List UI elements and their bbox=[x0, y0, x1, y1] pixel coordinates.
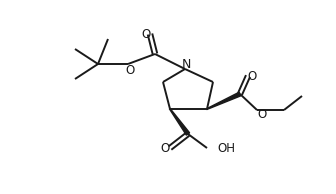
Text: N: N bbox=[181, 57, 191, 70]
Text: O: O bbox=[141, 28, 151, 41]
Text: O: O bbox=[160, 141, 170, 154]
Text: O: O bbox=[247, 69, 257, 82]
Text: O: O bbox=[125, 63, 135, 76]
Text: OH: OH bbox=[217, 141, 235, 154]
Polygon shape bbox=[207, 92, 241, 109]
Text: O: O bbox=[257, 107, 267, 120]
Polygon shape bbox=[170, 109, 190, 135]
